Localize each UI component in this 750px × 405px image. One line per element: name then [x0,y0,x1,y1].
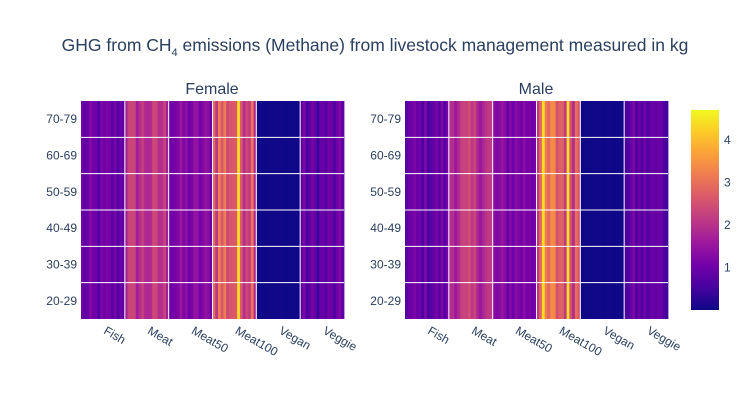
y-tick-label: 50-59 [370,185,401,199]
y-tick-label: 40-49 [46,221,77,235]
x-tick-label: Fish [425,323,452,346]
colorbar-tick-label: 3 [724,175,731,189]
x-tick-label: Veggie [645,323,684,354]
chart-title: GHG from CH4 emissions (Methane) from li… [62,35,689,59]
colorbar-tick-label: 4 [724,133,731,147]
panel-title-female: Female [185,81,238,98]
x-tick-label: Meat [469,323,500,349]
male-panel: Male 20-29 30-39 40-49 50-59 60-69 70-79 Fish M… [370,81,683,359]
x-tick-label: Meat50 [189,323,231,355]
x-tick-label: Vegan [277,323,313,352]
colorbar-tick-label: 2 [724,218,731,232]
colorbar-tick-label: 1 [724,260,731,274]
y-tick-label: 70-79 [46,112,77,126]
x-tick-label: Vegan [601,323,637,352]
x-tick-label: Veggie [321,323,360,354]
y-tick-label: 60-69 [370,149,401,163]
y-tick-label: 50-59 [46,185,77,199]
panel-title-male: Male [519,81,554,98]
x-tick-label: Meat100 [557,323,605,359]
y-tick-label: 70-79 [370,112,401,126]
x-tick-label: Meat50 [513,323,555,355]
colorbar-gradient [691,110,719,310]
x-tick-label: Meat [145,323,176,349]
y-tick-label: 20-29 [370,294,401,308]
x-tick-label: Meat100 [233,323,281,359]
y-tick-label: 40-49 [370,221,401,235]
y-tick-label: 60-69 [46,149,77,163]
y-tick-label: 20-29 [46,294,77,308]
y-tick-label: 30-39 [46,258,77,272]
y-tick-label: 30-39 [370,258,401,272]
x-tick-label: Fish [101,323,128,346]
female-panel: Female 20-29 30-39 40-49 50-59 60-69 70-79 Fis… [46,81,359,359]
colorbar: 1 2 3 4 [691,110,731,310]
